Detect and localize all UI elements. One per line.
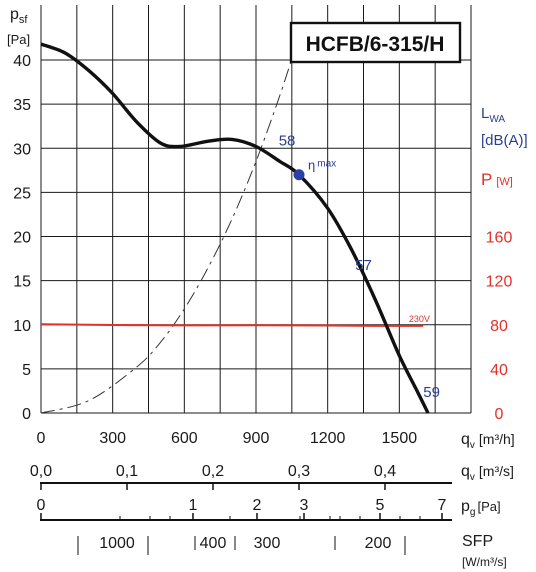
power-tick-label: 40 — [490, 362, 508, 379]
x-axis-m3h-tick-labels: 0 300 600 900 1200 1500 — [37, 430, 418, 447]
grid-lines — [40, 5, 472, 414]
x-s-tick-label: 0,2 — [202, 463, 224, 480]
y-axis-label: psf — [10, 6, 28, 26]
pg-tick-label: 3 — [300, 497, 309, 514]
power-tick-label: 80 — [490, 318, 508, 335]
pg-tick-label: 7 — [438, 497, 447, 514]
power-label: P [W] — [481, 170, 513, 189]
noise-label: 57 — [355, 257, 372, 274]
pg-tick-label: 5 — [376, 497, 385, 514]
y-tick-label: 25 — [13, 185, 31, 202]
sfp-tick-label: 200 — [365, 535, 392, 552]
y-tick-label: 35 — [13, 97, 31, 114]
power-curve — [40, 323, 424, 327]
x-s-tick-label: 0,1 — [116, 463, 138, 480]
fan-curve — [40, 42, 430, 414]
y-tick-label: 0 — [22, 406, 31, 423]
sfp-axis-tick-labels: 1000 400 300 200 — [77, 535, 406, 555]
noise-label: 58 — [279, 133, 296, 150]
eta-max-label: η max — [308, 158, 336, 173]
y-tick-label: 30 — [13, 141, 31, 158]
x-tick-label: 600 — [171, 430, 198, 447]
pg-axis-tick-labels: 0 1 2 3 5 7 — [37, 497, 447, 520]
x-tick-label: 1500 — [382, 430, 418, 447]
pg-axis-label: pg [Pa] — [461, 498, 501, 518]
pg-tick-label: 0 — [37, 497, 46, 514]
power-tick-label: 160 — [486, 230, 513, 247]
x-axis-m3s-tick-labels: 0,0 0,1 0,2 0,3 0,4 — [30, 463, 396, 490]
lwa-label: LWA — [481, 105, 505, 125]
sfp-axis-unit: [W/m³/s] — [462, 555, 507, 569]
lwa-unit: [dB(A)] — [481, 132, 528, 149]
system-curve — [40, 51, 295, 414]
pg-tick-label: 1 — [189, 497, 198, 514]
y-tick-label: 20 — [13, 230, 31, 247]
y-axis-unit: [Pa] — [7, 32, 30, 47]
power-tick-label: 120 — [486, 274, 513, 291]
power-tick-label: 0 — [495, 406, 504, 423]
eta-max-point — [293, 169, 305, 181]
x-tick-label: 300 — [99, 430, 126, 447]
chart-title: HCFB/6-315/H — [306, 33, 445, 56]
power-curve-label: 230V — [409, 314, 430, 324]
power-axis-tick-labels: 0 40 80 120 160 — [486, 230, 513, 424]
x-axis-m3s-label: qv [m³/s] — [461, 463, 514, 483]
y-tick-label: 40 — [13, 53, 31, 70]
title-box — [289, 21, 462, 64]
x-s-tick-label: 0,3 — [288, 463, 310, 480]
sfp-tick-label: 400 — [200, 535, 227, 552]
y-tick-label: 5 — [22, 362, 31, 379]
y-tick-label: 10 — [13, 318, 31, 335]
sfp-axis-label: SFP — [462, 533, 493, 550]
x-s-tick-label: 0,4 — [374, 463, 396, 480]
pg-tick-label: 2 — [253, 497, 262, 514]
x-tick-label: 900 — [243, 430, 270, 447]
y-axis-tick-labels: 0 5 10 15 20 25 30 35 40 — [13, 53, 31, 423]
x-axis-m3h-label: qv [m³/h] — [461, 431, 515, 451]
x-tick-label: 1200 — [310, 430, 346, 447]
noise-label: 59 — [423, 384, 440, 401]
sfp-tick-label: 1000 — [99, 535, 135, 552]
y-tick-label: 15 — [13, 274, 31, 291]
x-tick-label: 0 — [37, 430, 46, 447]
sfp-tick-label: 300 — [254, 535, 281, 552]
x-s-tick-label: 0,0 — [30, 463, 52, 480]
